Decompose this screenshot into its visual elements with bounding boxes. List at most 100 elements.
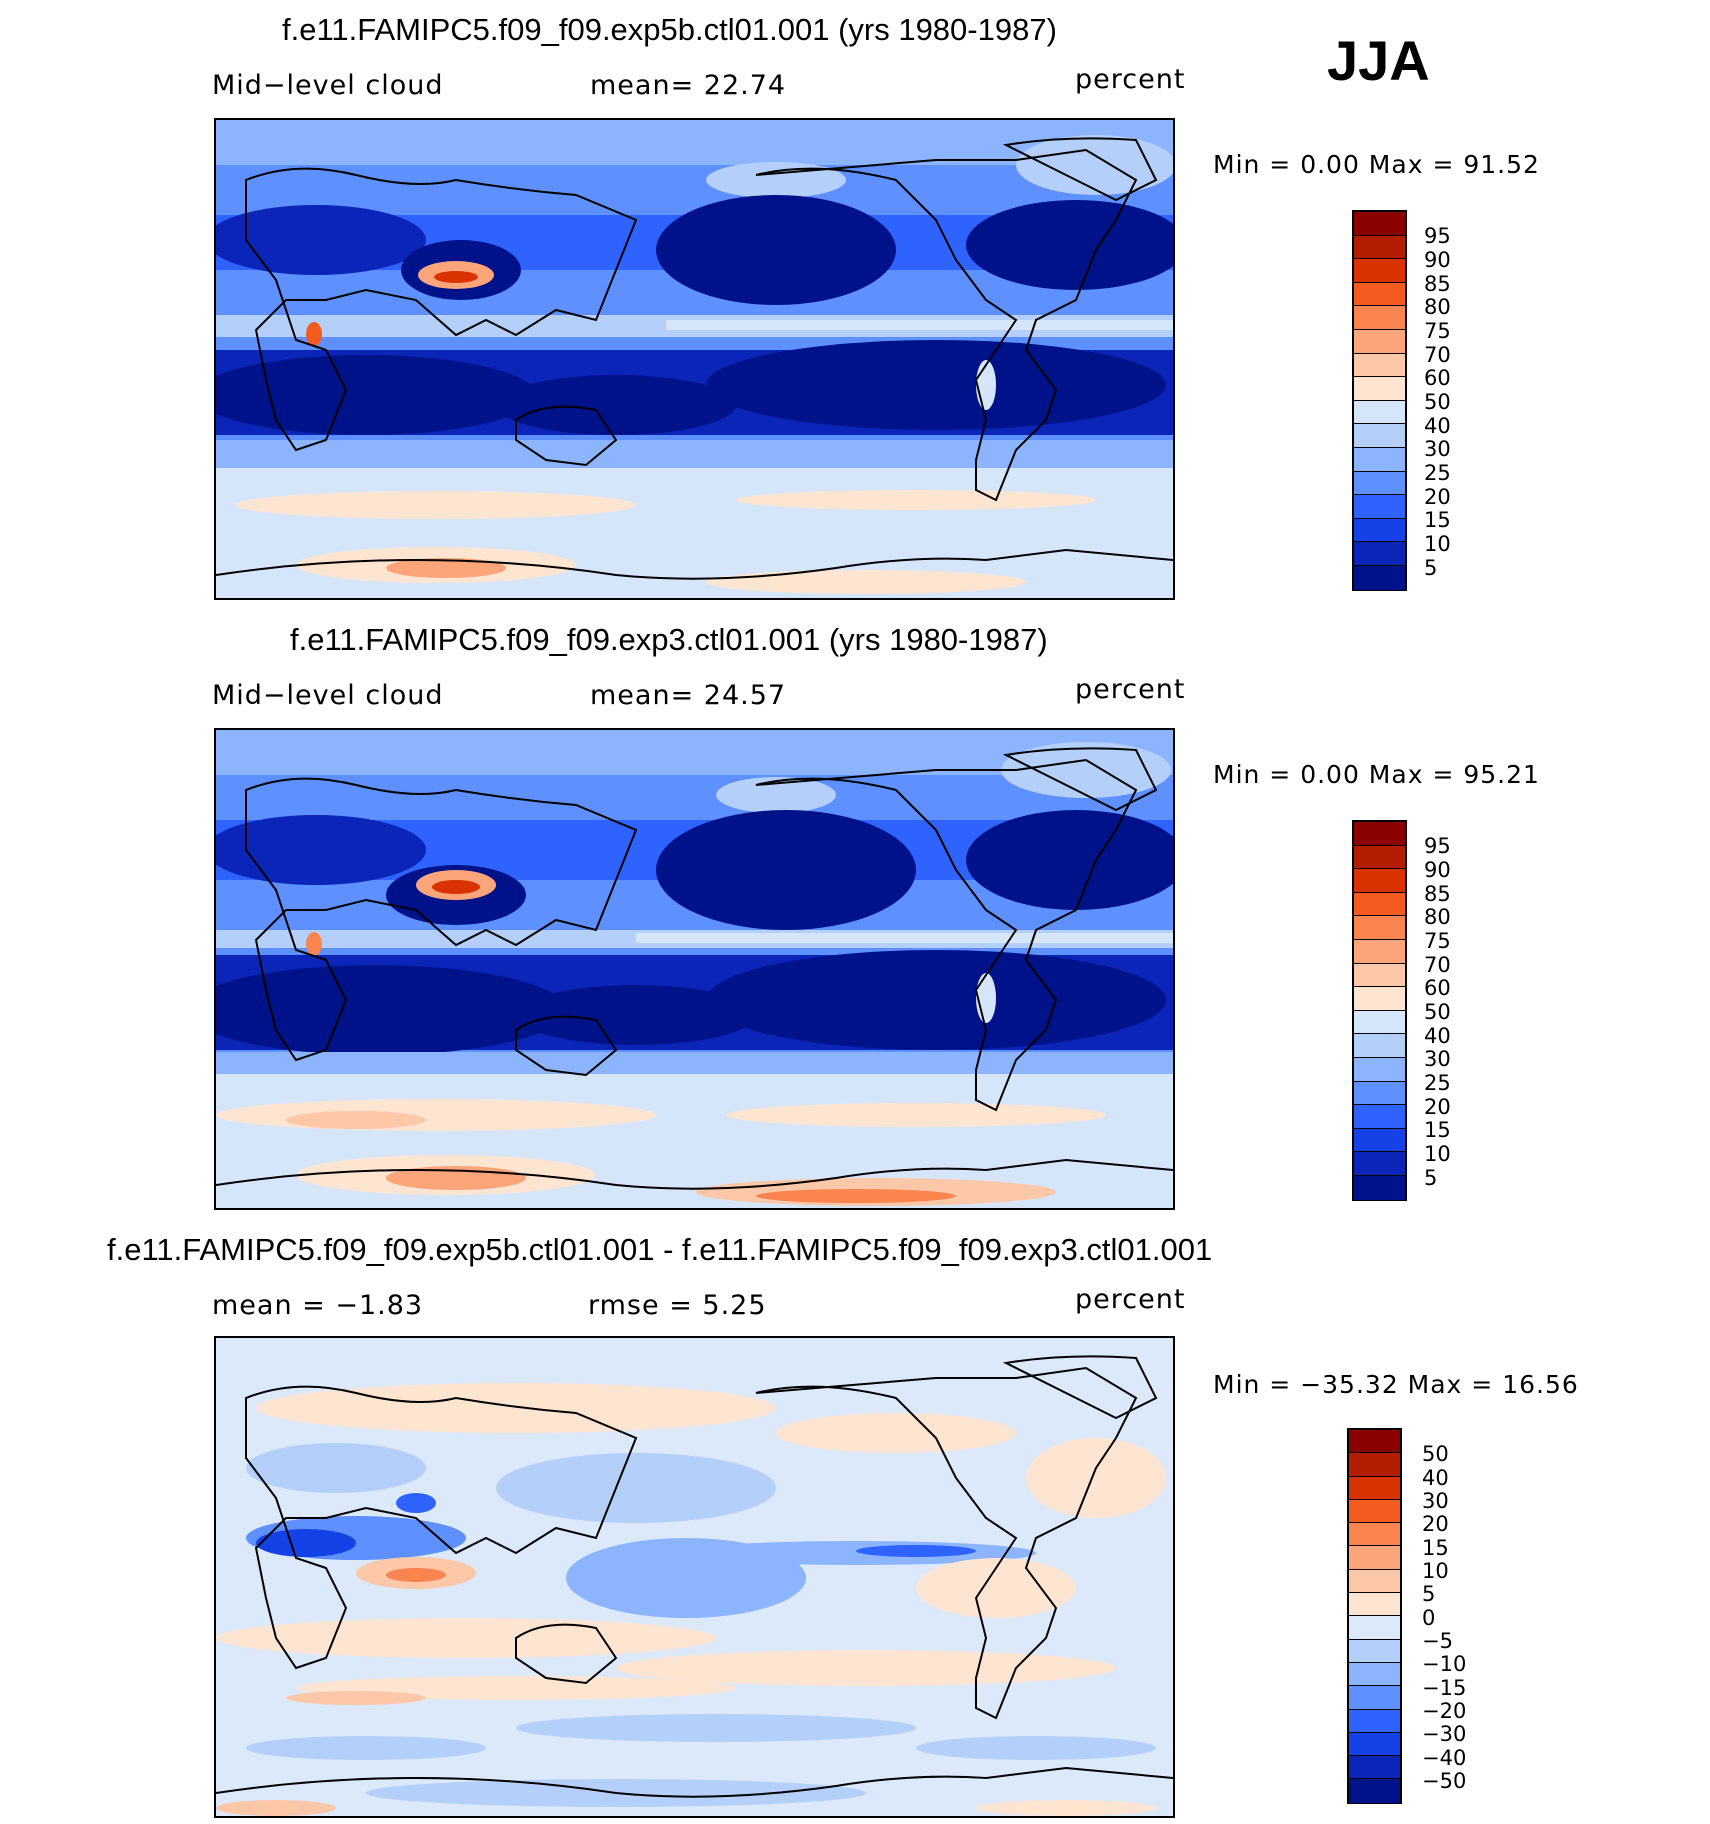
panel-2-variable-label: Mid−level cloud [212, 680, 444, 711]
panel-3-colorbar-tick: 20 [1422, 1512, 1449, 1536]
panel-3-colorbar-tick: 40 [1422, 1466, 1449, 1490]
panel-3-colorbar-tick: 15 [1422, 1536, 1449, 1560]
panel-3-colorbar-swatch [1349, 1662, 1400, 1687]
panel-2-colorbar-swatch [1354, 1081, 1405, 1106]
panel-3-colorbar-tick: 0 [1422, 1606, 1436, 1630]
panel-3-colorbar-swatch [1349, 1430, 1400, 1454]
panel-3-minmax: Min = −35.32 Max = 16.56 [1213, 1370, 1579, 1399]
panel-1-colorbar-tick: 20 [1424, 485, 1451, 509]
panel-3-colorbar-tick: −40 [1422, 1746, 1467, 1770]
panel-3-title: f.e11.FAMIPC5.f09_f09.exp5b.ctl01.001 - … [107, 1232, 1213, 1267]
panel-3-colorbar-swatch [1349, 1732, 1400, 1757]
panel-2-colorbar-swatch [1354, 939, 1405, 964]
panel-2-minmax: Min = 0.00 Max = 95.21 [1213, 760, 1540, 789]
panel-1-colorbar-tick: 25 [1424, 461, 1451, 485]
panel-3-colorbar-tick: 50 [1422, 1442, 1449, 1466]
panel-2-colorbar-tick: 80 [1424, 905, 1451, 929]
panel-1-colorbar-swatch [1354, 518, 1405, 543]
panel-2-units-label: percent [1075, 674, 1186, 705]
panel-1-map-field [216, 120, 1173, 598]
panel-2-colorbar-swatch [1354, 1010, 1405, 1035]
panel-1-colorbar-tick: 30 [1424, 437, 1451, 461]
panel-2-colorbar-tick: 85 [1424, 882, 1451, 906]
panel-1-colorbar-swatch [1354, 259, 1405, 283]
panel-3-colorbar-swatch [1349, 1546, 1400, 1570]
panel-3-colorbar-swatch [1349, 1453, 1400, 1477]
panel-3-map [214, 1336, 1175, 1818]
panel-2-map-field [216, 730, 1173, 1208]
panel-1-colorbar-tick: 75 [1424, 319, 1451, 343]
panel-1-colorbar-tick: 95 [1424, 224, 1451, 248]
panel-2-colorbar-swatch [1354, 1034, 1405, 1058]
panel-2-colorbar-tick: 10 [1424, 1142, 1451, 1166]
panel-1-colorbar-tick: 60 [1424, 366, 1451, 390]
panel-3-colorbar-tick: 10 [1422, 1559, 1449, 1583]
panel-3-colorbar-tick: −5 [1422, 1629, 1453, 1653]
panel-3-colorbar-tick: 30 [1422, 1489, 1449, 1513]
panel-2-mean-label: mean= 24.57 [590, 680, 787, 711]
panel-2-colorbar-tick: 20 [1424, 1095, 1451, 1119]
panel-1-colorbar-swatch [1354, 542, 1405, 566]
panel-2-colorbar-tick: 60 [1424, 976, 1451, 1000]
panel-3-colorbar-swatch [1349, 1499, 1400, 1524]
panel-1-colorbar-tick: 80 [1424, 295, 1451, 319]
panel-1-colorbar-swatch [1354, 353, 1405, 378]
panel-2-colorbar-tick: 75 [1424, 929, 1451, 953]
panel-2-colorbar-tick: 40 [1424, 1024, 1451, 1048]
panel-2-colorbar-swatch [1354, 1057, 1405, 1082]
panel-3-colorbar-tick: −30 [1422, 1722, 1467, 1746]
panel-3-colorbar-swatch [1349, 1476, 1400, 1500]
panel-1-colorbar-swatch [1354, 495, 1405, 519]
panel-1-colorbar-swatch [1354, 282, 1405, 307]
panel-3-colorbar-swatch [1349, 1779, 1400, 1803]
panel-1-colorbar-tick: 15 [1424, 508, 1451, 532]
panel-3-colorbar-swatch [1349, 1593, 1400, 1617]
panel-3-colorbar-tick: −50 [1422, 1769, 1467, 1793]
panel-2-colorbar-swatch [1354, 892, 1405, 917]
panel-2-colorbar-swatch [1354, 822, 1405, 846]
panel-1-colorbar-tick: 5 [1424, 556, 1438, 580]
panel-1-colorbar-swatch [1354, 235, 1405, 260]
panel-3-colorbar-swatch [1349, 1523, 1400, 1547]
panel-1-colorbar-swatch [1354, 400, 1405, 425]
panel-1-colorbar-swatch [1354, 212, 1405, 236]
panel-3-colorbar-tick: 5 [1422, 1582, 1436, 1606]
panel-1-colorbar-swatch [1354, 424, 1405, 448]
panel-1-colorbar-swatch [1354, 329, 1405, 354]
panel-2-colorbar-swatch [1354, 1152, 1405, 1176]
season-label: JJA [1327, 29, 1430, 92]
panel-1-colorbar-swatch [1354, 471, 1405, 496]
panel-2-colorbar-swatch [1354, 1105, 1405, 1129]
panel-2-colorbar-tick: 5 [1424, 1166, 1438, 1190]
panel-1-colorbar-tick: 10 [1424, 532, 1451, 556]
panel-1-colorbar-swatch [1354, 377, 1405, 401]
panel-3-colorbar-swatch [1349, 1709, 1400, 1733]
panel-2-colorbar-swatch [1354, 1175, 1405, 1200]
panel-2-colorbar-swatch [1354, 845, 1405, 870]
panel-2-colorbar [1352, 820, 1407, 1201]
panel-1-title: f.e11.FAMIPC5.f09_f09.exp5b.ctl01.001 (y… [282, 12, 1057, 47]
panel-1-colorbar-swatch [1354, 447, 1405, 472]
panel-1-units-label: percent [1075, 64, 1186, 95]
panel-2-colorbar-tick: 50 [1424, 1000, 1451, 1024]
panel-3-rmse-label: rmse = 5.25 [588, 1290, 767, 1321]
panel-1-colorbar-swatch [1354, 565, 1405, 590]
panel-3-mean-label: mean = −1.83 [212, 1290, 424, 1321]
panel-1-colorbar-tick: 50 [1424, 390, 1451, 414]
panel-2-colorbar-swatch [1354, 916, 1405, 940]
panel-2-colorbar-tick: 90 [1424, 858, 1451, 882]
panel-2-colorbar-swatch [1354, 963, 1405, 988]
panel-2-colorbar-tick: 15 [1424, 1118, 1451, 1142]
panel-2-colorbar-tick: 25 [1424, 1071, 1451, 1095]
panel-2-title: f.e11.FAMIPC5.f09_f09.exp3.ctl01.001 (yr… [290, 622, 1048, 657]
panel-2-colorbar-swatch [1354, 869, 1405, 893]
panel-1-map [214, 118, 1175, 600]
panel-1-colorbar [1352, 210, 1407, 591]
panel-1-minmax: Min = 0.00 Max = 91.52 [1213, 150, 1540, 179]
panel-1-colorbar-tick: 85 [1424, 272, 1451, 296]
panel-3-colorbar [1347, 1428, 1402, 1804]
panel-3-colorbar-swatch [1349, 1616, 1400, 1640]
panel-3-colorbar-tick: −10 [1422, 1652, 1467, 1676]
panel-1-variable-label: Mid−level cloud [212, 70, 444, 101]
panel-2-colorbar-swatch [1354, 1128, 1405, 1153]
